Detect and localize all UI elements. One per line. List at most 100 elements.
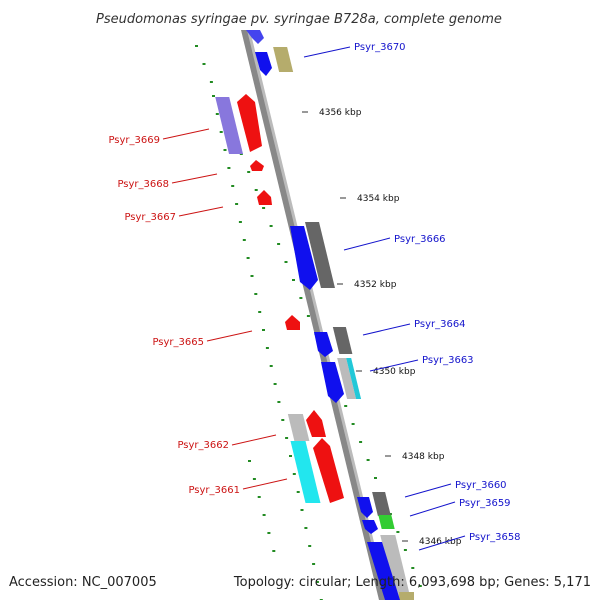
- cds-3668: [250, 160, 264, 171]
- scale-dot: [312, 563, 316, 565]
- scale-dot: [223, 149, 227, 151]
- gene-label[interactable]: Psyr_3668: [117, 179, 169, 190]
- cds-3663: [321, 362, 344, 403]
- gene-leader-line: [409, 501, 456, 517]
- scale-dot: [235, 203, 239, 205]
- cog-bars: [215, 47, 414, 600]
- gene-label[interactable]: Psyr_3663: [422, 355, 474, 366]
- cog-bar-3660: [372, 492, 391, 516]
- scale-dot: [289, 455, 292, 457]
- cds-3659: [362, 520, 378, 534]
- scale-dot: [212, 95, 215, 97]
- scale-dot: [269, 365, 273, 367]
- gene-leader-line: [242, 478, 288, 490]
- scale-dot: [272, 550, 276, 552]
- scale-dot: [227, 167, 231, 169]
- gene-label[interactable]: Psyr_3660: [455, 480, 507, 491]
- gene-leader-line: [206, 330, 253, 342]
- cog-bar-3662: [287, 414, 310, 441]
- gene-leader-line: [343, 237, 391, 251]
- scale-dot: [304, 527, 308, 529]
- scale-dot: [219, 131, 223, 133]
- scale-dot: [265, 347, 269, 349]
- gene-leader-line: [404, 483, 452, 498]
- backbone: [241, 30, 385, 600]
- cog-bar-3659: [378, 515, 395, 529]
- scale-dot: [396, 531, 400, 533]
- cog-bar-3663-cyan: [346, 358, 362, 399]
- scale-dot: [273, 383, 277, 385]
- gene-label[interactable]: Psyr_3666: [394, 234, 446, 245]
- cds-3665: [285, 315, 300, 330]
- gene-label[interactable]: Psyr_3664: [414, 319, 466, 330]
- scale-dot: [277, 243, 281, 245]
- scale-dot: [403, 549, 407, 551]
- scale-dot: [257, 496, 261, 498]
- scale-dot: [285, 437, 289, 439]
- scale-dot: [292, 473, 296, 475]
- scale-dot: [418, 585, 422, 587]
- cds-3666: [290, 226, 318, 290]
- scale-dot: [292, 279, 295, 281]
- scale-dot: [252, 478, 256, 480]
- scale-dot: [411, 567, 415, 569]
- gene-labels: Psyr_3670 Psyr_3669 Psyr_3668 Psyr_3667 Psyr…: [108, 42, 521, 551]
- tick-marks: 4356 kbp 4354 kbp 4352 kbp 4350 kbp 4348 kbp…: [302, 108, 462, 547]
- scale-dot: [351, 423, 355, 425]
- scale-dot: [300, 509, 304, 511]
- scale-dot: [269, 225, 273, 227]
- gene-label[interactable]: Psyr_3665: [152, 337, 204, 348]
- scale-dot: [250, 275, 254, 277]
- scale-dot: [284, 261, 288, 263]
- gene-label[interactable]: Psyr_3662: [177, 440, 229, 451]
- scale-dot: [344, 405, 348, 407]
- gene-label[interactable]: Psyr_3669: [108, 135, 160, 146]
- scale-dot: [202, 63, 206, 65]
- gene-leader-line: [303, 46, 351, 58]
- cds-3662: [306, 410, 326, 437]
- tick-label: 4348 kbp: [402, 452, 445, 462]
- scale-dot: [359, 441, 363, 443]
- gene-label[interactable]: Psyr_3661: [188, 485, 240, 496]
- cog-bar-3664: [332, 327, 353, 354]
- gene-leader-line: [171, 173, 218, 184]
- cog-bar-3663-grey: [337, 358, 357, 399]
- cog-bar-3670: [273, 47, 294, 72]
- scale-dot: [281, 419, 285, 421]
- scale-dot: [209, 81, 213, 83]
- cds-3670: [255, 52, 272, 76]
- cds-features: [237, 30, 400, 600]
- cog-bar-3669: [215, 97, 244, 154]
- scale-dot: [238, 221, 242, 223]
- cds-3671: [246, 30, 264, 44]
- gene-label[interactable]: Psyr_3667: [124, 212, 176, 223]
- cds-3658: [367, 542, 400, 600]
- tick-label: 4346 kbp: [419, 537, 462, 547]
- gene-leader-line: [362, 323, 411, 336]
- map-title: Pseudomonas syringae pv. syringae B728a,…: [96, 12, 502, 27]
- gene-leader-line: [418, 535, 466, 551]
- cds-3664: [314, 332, 333, 357]
- gene-label[interactable]: Psyr_3658: [469, 532, 521, 543]
- scale-dot: [277, 401, 281, 403]
- gene-label[interactable]: Psyr_3659: [459, 498, 511, 509]
- cog-bar-3661: [290, 441, 321, 503]
- cds-3669: [237, 94, 262, 152]
- scale-dots: [195, 45, 422, 600]
- scale-dot: [254, 293, 258, 295]
- scale-dot: [315, 581, 319, 583]
- cog-bar-3658: [380, 535, 411, 600]
- scale-dot: [267, 532, 271, 534]
- cds-3667: [257, 190, 272, 205]
- scale-dot: [374, 477, 377, 479]
- gene-label[interactable]: Psyr_3670: [354, 42, 406, 53]
- scale-dot: [242, 239, 246, 241]
- scale-dot: [299, 297, 303, 299]
- gene-leader-line: [178, 206, 224, 217]
- scale-dot: [258, 311, 262, 313]
- scale-dot: [231, 185, 235, 187]
- scale-dot: [248, 460, 251, 462]
- scale-dot: [262, 329, 265, 331]
- scale-dot: [246, 257, 250, 259]
